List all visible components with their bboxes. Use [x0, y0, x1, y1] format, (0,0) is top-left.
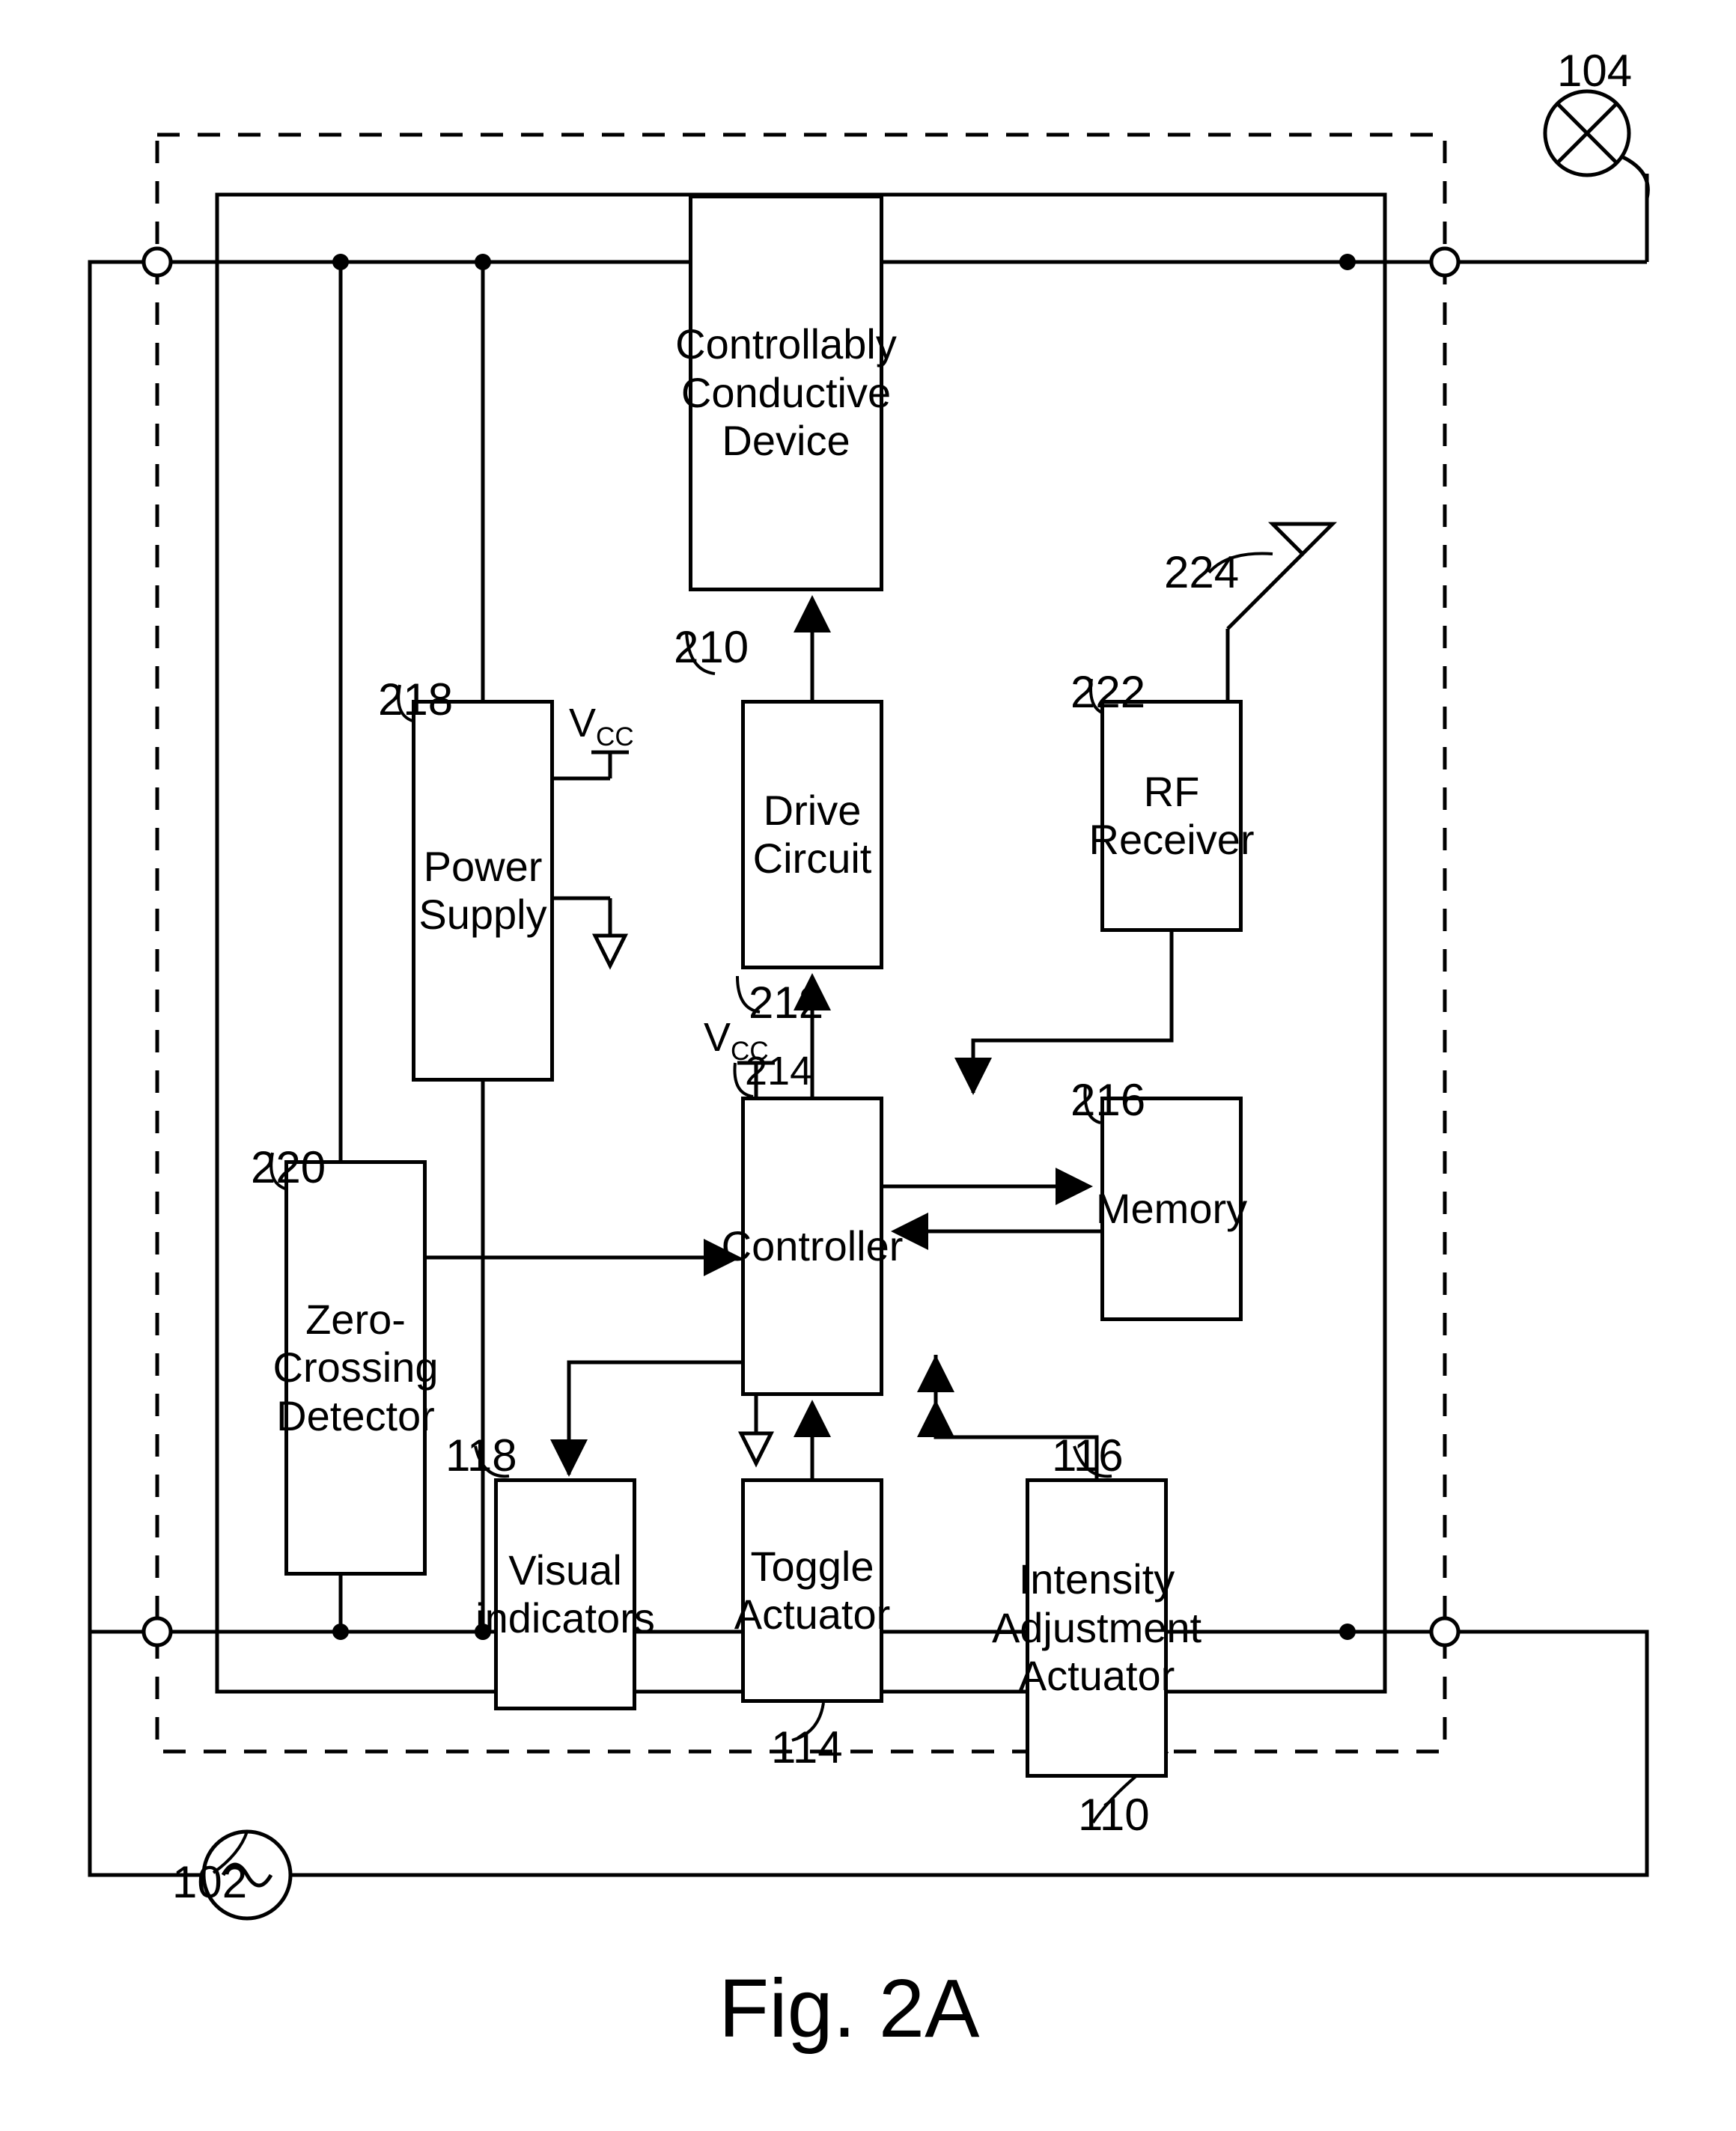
block-zero-label: Zero-Crossing Detector	[273, 1296, 439, 1440]
block-controller-label: Controller	[722, 1222, 904, 1270]
ground-icon	[741, 1433, 771, 1463]
block-controller: Controller	[741, 1097, 883, 1396]
block-drive: Drive Circuit	[741, 700, 883, 969]
block-intensity: Intensity Adjustment Actuator	[1026, 1478, 1168, 1778]
ref-210: 210	[674, 621, 749, 673]
block-rf: RF Receiver	[1100, 700, 1243, 932]
vcc-ps-label: VCC	[569, 700, 634, 752]
ref-104: 104	[1557, 45, 1632, 97]
block-memory-label: Memory	[1096, 1185, 1247, 1233]
block-visual: Visual indicators	[494, 1478, 636, 1710]
block-power-label: Power Supply	[418, 843, 546, 939]
ground-icon	[595, 936, 625, 966]
ref-216: 216	[1070, 1074, 1145, 1126]
ref-114: 114	[771, 1722, 843, 1773]
ref-222: 222	[1070, 666, 1145, 718]
vcc-ctrl-label: VCC	[704, 1014, 769, 1067]
figure-label: Fig. 2A	[719, 1961, 979, 2056]
ref-110: 110	[1078, 1789, 1150, 1841]
antenna-icon	[1273, 524, 1333, 554]
ref-116: 116	[1052, 1430, 1124, 1481]
block-ccd-label: Controllably Conductive Device	[675, 320, 897, 465]
block-toggle-label: Toggle Actuator	[734, 1543, 891, 1639]
ref-224: 224	[1164, 546, 1239, 598]
block-toggle: Toggle Actuator	[741, 1478, 883, 1703]
block-power: Power Supply	[412, 700, 554, 1082]
ref-102: 102	[172, 1856, 247, 1908]
block-intensity-label: Intensity Adjustment Actuator	[992, 1555, 1202, 1700]
block-ccd: Controllably Conductive Device	[689, 195, 883, 591]
diagram-canvas: Controllably Conductive Device Drive Cir…	[0, 0, 1736, 2131]
block-rf-label: RF Receiver	[1089, 768, 1255, 865]
ref-118: 118	[445, 1430, 517, 1481]
ref-218: 218	[378, 674, 453, 725]
block-zero: Zero-Crossing Detector	[284, 1160, 427, 1576]
block-memory: Memory	[1100, 1097, 1243, 1321]
ac-source-icon	[204, 1777, 290, 1864]
block-drive-label: Drive Circuit	[752, 787, 872, 883]
bulb-icon	[1545, 91, 1648, 198]
ref-220: 220	[251, 1141, 326, 1193]
block-visual-label: Visual indicators	[475, 1546, 655, 1643]
